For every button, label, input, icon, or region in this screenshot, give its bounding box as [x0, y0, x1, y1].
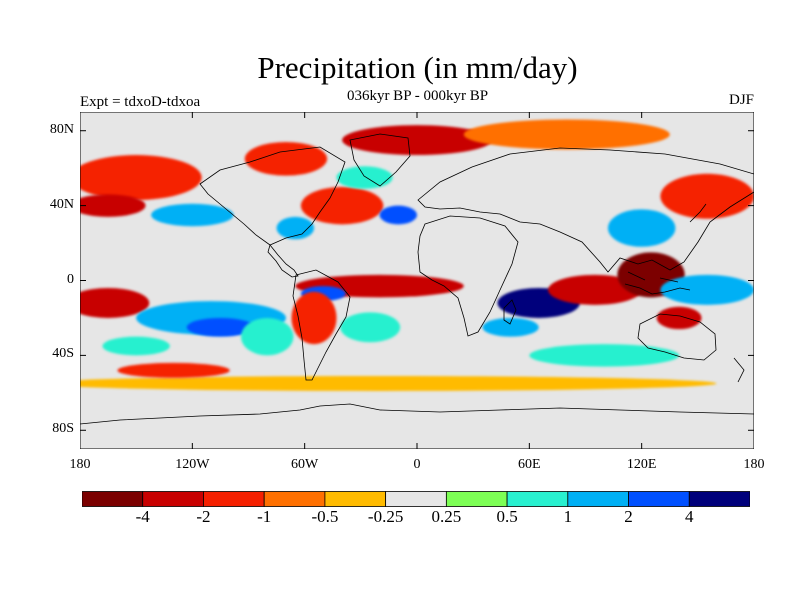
anomaly-region	[607, 209, 676, 247]
colorbar-label: 0.25	[431, 507, 462, 526]
x-tick-label: 0	[413, 457, 421, 472]
y-tick-marks	[80, 130, 754, 431]
y-tick-label: 40S	[52, 346, 74, 362]
precipitation-anomaly-map	[80, 112, 754, 449]
colorbar-label: -0.5	[311, 507, 339, 526]
anomaly-region	[186, 317, 255, 337]
x-tick-label: 120W	[175, 457, 210, 472]
anomaly-region	[244, 141, 328, 176]
anomaly-region	[117, 362, 230, 378]
anomaly-region	[102, 336, 170, 356]
anomaly-region	[300, 186, 384, 225]
y-tick-label: 80S	[52, 421, 74, 437]
anomaly-region	[342, 125, 492, 156]
experiment-label: Expt = tdxoD-tdxoa	[80, 94, 201, 110]
colorbar-label: -1	[257, 507, 272, 526]
x-tick-label: 180	[743, 457, 765, 472]
coastline-madagascar	[503, 299, 517, 325]
coastline-maritime-islands	[624, 271, 691, 295]
anomaly-region	[660, 274, 754, 305]
anomaly-field-layer	[80, 119, 754, 391]
anomaly-region	[660, 173, 754, 219]
figure-subtitle: 036kyr BP - 000kyr BP	[346, 88, 489, 104]
anomaly-region	[548, 274, 642, 305]
anomaly-region	[80, 194, 146, 217]
colorbar-swatch	[324, 491, 387, 507]
anomaly-region	[656, 306, 702, 330]
colorbar-swatch	[203, 491, 265, 507]
colorbar-label: -4	[135, 507, 150, 526]
anomaly-region	[379, 205, 417, 225]
coastline-eurasia	[417, 147, 754, 273]
colorbar-swatch	[385, 491, 447, 507]
colorbar	[82, 491, 750, 507]
coastline-africa	[417, 215, 519, 337]
anomaly-region	[276, 216, 315, 240]
y-tick-label: 80N	[49, 121, 74, 137]
anomaly-region	[482, 317, 539, 337]
season-label: DJF	[728, 92, 754, 108]
anomaly-region	[340, 312, 401, 343]
colorbar-label: 2	[624, 507, 633, 526]
figure-title: Precipitation (in mm/day)	[257, 50, 578, 85]
colorbar-swatch	[263, 491, 326, 507]
y-tick-label: 0	[67, 271, 74, 287]
colorbar-swatch	[445, 491, 508, 507]
anomaly-region	[241, 317, 294, 356]
x-tick-label: 180	[69, 457, 91, 472]
coastline-japan	[689, 203, 707, 223]
anomaly-region	[336, 166, 393, 189]
colorbar-label: 1	[563, 507, 573, 526]
colorbar-label: 0.5	[496, 507, 518, 526]
x-tick-marks	[80, 112, 754, 449]
colorbar-swatch	[628, 491, 690, 507]
coastline-layer	[80, 133, 754, 425]
coastline-new-zealand	[733, 357, 745, 383]
colorbar-label: -0.25	[367, 507, 404, 526]
colorbar-swatch	[82, 491, 144, 507]
coastline-south-america	[292, 269, 351, 381]
colorbar-swatch	[142, 491, 204, 507]
colorbar-label: -2	[196, 507, 211, 526]
colorbar-label: 4	[685, 507, 694, 526]
anomaly-region	[529, 344, 680, 367]
x-tick-label: 60W	[291, 457, 319, 472]
anomaly-region	[80, 375, 717, 391]
x-tick-label: 120E	[626, 457, 657, 472]
coastline-greenland	[349, 133, 411, 187]
y-tick-label: 40N	[49, 196, 74, 212]
x-tick-label: 60E	[518, 457, 541, 472]
colorbar-swatch	[688, 491, 750, 507]
anomaly-region	[80, 155, 202, 200]
anomaly-region	[151, 203, 234, 227]
anomaly-region	[291, 291, 337, 345]
anomaly-region	[463, 119, 670, 150]
anomaly-region	[80, 287, 150, 318]
colorbar-swatch	[506, 491, 569, 507]
coastline-australia	[637, 313, 717, 361]
colorbar-swatch	[567, 491, 629, 507]
coastline-central-america	[267, 244, 299, 278]
coastline-antarctica	[80, 403, 754, 425]
coastline-north-america	[199, 146, 346, 246]
